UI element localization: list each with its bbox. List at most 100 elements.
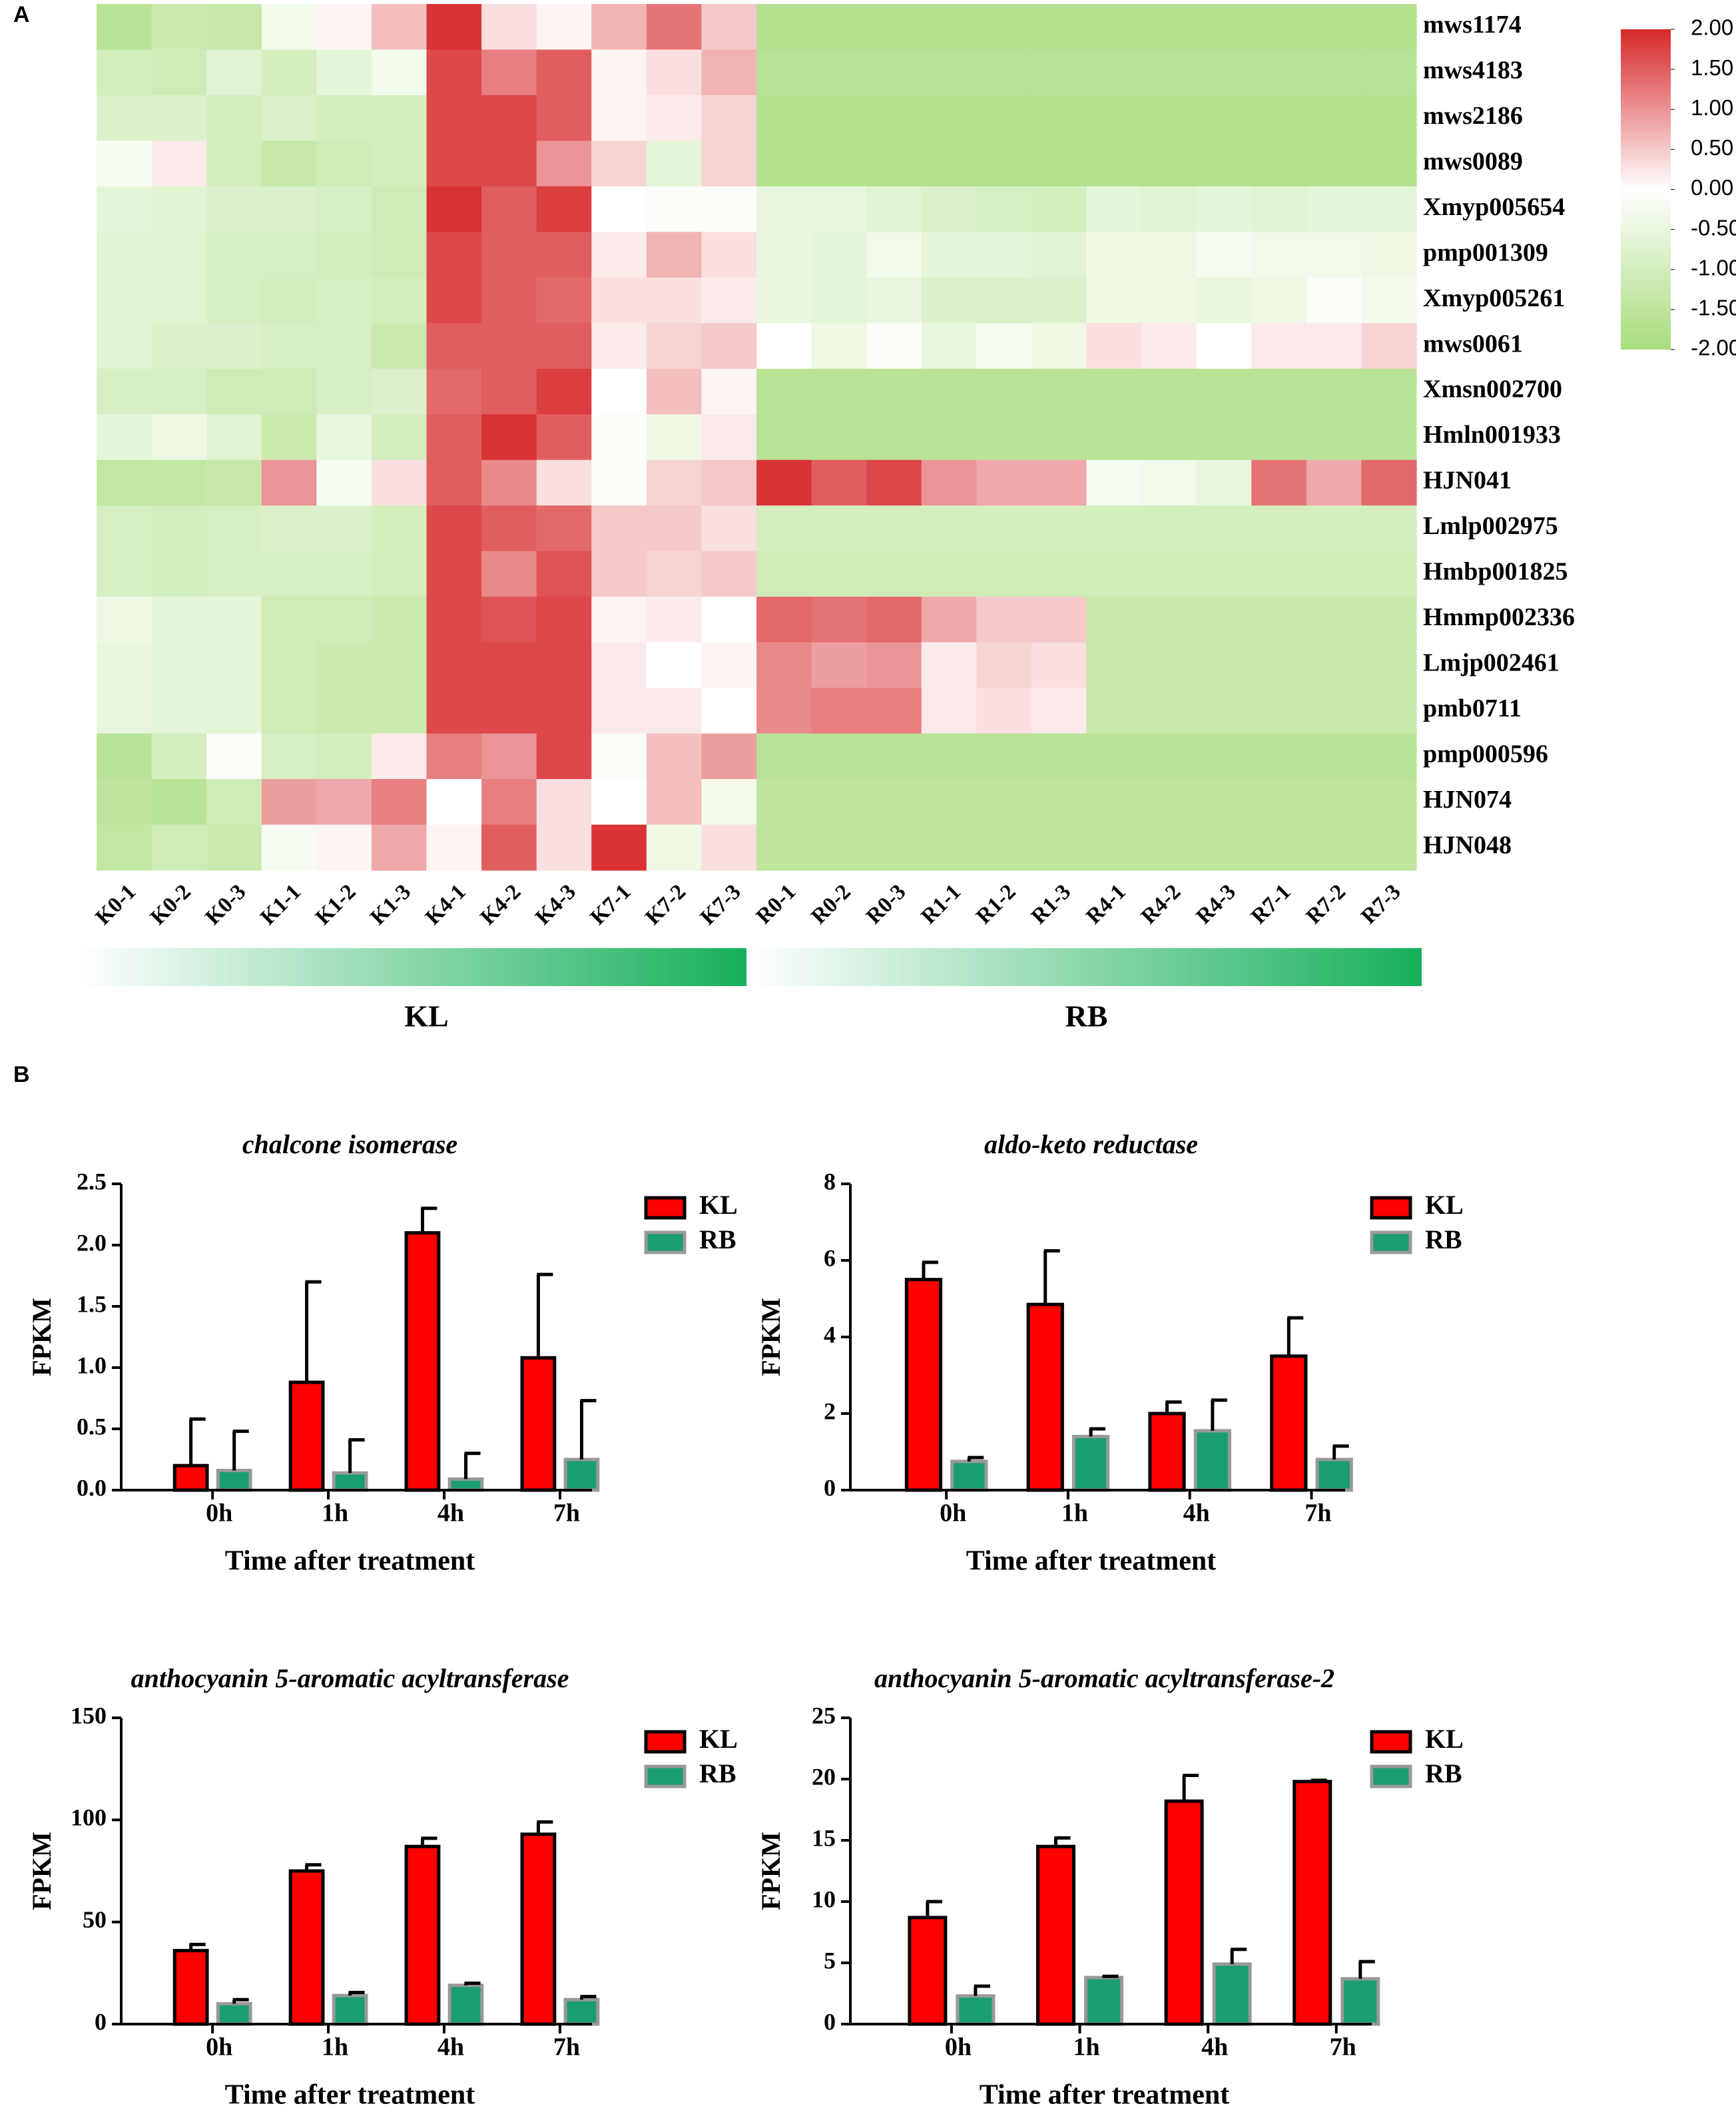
bar	[1270, 1354, 1308, 1492]
heatmap-cell	[371, 186, 428, 232]
y-tick-label: 15	[812, 1824, 836, 1851]
row-label: mws0061	[1423, 330, 1523, 358]
heatmap-cell	[1361, 688, 1417, 734]
row-label: pmp001309	[1423, 238, 1548, 266]
heatmap-cell	[1031, 414, 1087, 461]
heatmap-cell	[646, 459, 703, 506]
heatmap-cell	[1141, 186, 1197, 232]
heatmap-cell	[426, 733, 482, 780]
bar	[332, 1471, 368, 1492]
heatmap-cell	[97, 49, 152, 96]
heatmap-cell	[371, 505, 428, 552]
heatmap-cell	[481, 642, 537, 688]
heatmap-cell	[756, 4, 812, 51]
heatmap-cell	[261, 414, 317, 461]
heatmap-cell	[1361, 414, 1417, 461]
heatmap-cell	[426, 232, 482, 278]
heatmap-cell	[206, 779, 262, 826]
heatmap-cell	[536, 779, 592, 826]
heatmap-cell	[1141, 140, 1197, 187]
heatmap-cell	[866, 597, 922, 643]
heatmap-cell	[1031, 4, 1087, 51]
heatmap-cell	[261, 551, 317, 597]
heatmap-cell	[1086, 642, 1142, 688]
heatmap-cell	[151, 824, 207, 871]
panel-label: B	[13, 1062, 30, 1087]
heatmap-cell	[1361, 597, 1417, 643]
heatmap-cell	[591, 688, 647, 734]
heatmap-cell	[1361, 232, 1417, 278]
column-label: K7-1	[586, 880, 636, 930]
heatmap-cell	[866, 688, 922, 734]
y-axis-label: FPKM	[756, 1298, 786, 1376]
heatmap-cell	[1306, 551, 1362, 597]
heatmap-cell	[591, 95, 647, 142]
row-label: mws1174	[1423, 11, 1522, 39]
heatmap-cell	[261, 277, 317, 324]
heatmap-cell	[536, 459, 592, 506]
heatmap-cell	[646, 824, 703, 871]
bar	[1071, 1435, 1110, 1492]
heatmap-cell	[426, 551, 482, 597]
heatmap-cell	[921, 597, 977, 643]
heatmap-cell	[756, 140, 812, 187]
heatmap-cell	[1031, 551, 1087, 597]
heatmap-cell	[426, 368, 482, 415]
heatmap-cell	[1361, 277, 1417, 324]
heatmap-cell	[97, 551, 152, 597]
heatmap-cell	[1141, 733, 1197, 780]
heatmap-cell	[371, 597, 428, 643]
heatmap-cell	[206, 597, 262, 643]
heatmap-cell	[371, 323, 428, 370]
heatmap-cell	[316, 95, 372, 142]
heatmap-cell	[1196, 95, 1252, 142]
heatmap-cell	[976, 824, 1032, 871]
heatmap-cell	[701, 186, 757, 232]
heatmap-cell	[756, 551, 812, 597]
heatmap-cell	[1251, 4, 1307, 51]
heatmap-cell	[811, 551, 867, 597]
heatmap-cell	[206, 140, 262, 187]
legend-label: RB	[1425, 1758, 1462, 1788]
y-tick-label: 0	[824, 2008, 836, 2035]
y-tick-label: 2.5	[77, 1168, 107, 1194]
column-label: K1-3	[366, 880, 416, 930]
bar	[332, 1993, 368, 2026]
column-label: R1-2	[972, 880, 1020, 929]
heatmap-cell	[921, 459, 977, 506]
heatmap-cell	[1251, 140, 1307, 187]
heatmap-cell	[1196, 551, 1252, 597]
bar	[904, 1278, 943, 1492]
heatmap-cell	[976, 323, 1032, 370]
heatmap-cell	[536, 49, 592, 96]
heatmap-cell	[151, 551, 207, 597]
heatmap-cell	[1086, 277, 1142, 324]
heatmap-cell	[1306, 779, 1362, 826]
heatmap-cell	[1196, 642, 1252, 688]
heatmap-cell	[1031, 459, 1087, 506]
heatmap-cell	[206, 824, 262, 871]
heatmap-cell	[1141, 824, 1197, 871]
heatmap-cell	[206, 277, 262, 324]
x-tick-label: 4h	[1183, 1499, 1210, 1527]
column-label: K7-3	[696, 880, 746, 930]
heatmap-cell	[316, 49, 372, 96]
y-tick-label: 150	[71, 1702, 107, 1728]
heatmap-cell	[1361, 642, 1417, 688]
legend-swatch	[644, 1764, 687, 1788]
heatmap-cell	[206, 323, 262, 370]
heatmap-cell	[481, 368, 537, 415]
y-tick-label: 4	[824, 1321, 836, 1348]
heatmap-cell	[481, 551, 537, 597]
heatmap-cell	[481, 779, 537, 826]
heatmap-cell	[1196, 505, 1252, 552]
heatmap-cell	[976, 414, 1032, 461]
row-label: Hmbp001825	[1423, 558, 1568, 586]
bar	[520, 1832, 557, 2026]
heatmap-cell	[1196, 688, 1252, 734]
heatmap-cell	[811, 140, 867, 187]
heatmap-cell	[426, 277, 482, 324]
heatmap-cell	[97, 779, 152, 826]
column-label: K0-1	[91, 880, 141, 930]
heatmap-cell	[1306, 368, 1362, 415]
